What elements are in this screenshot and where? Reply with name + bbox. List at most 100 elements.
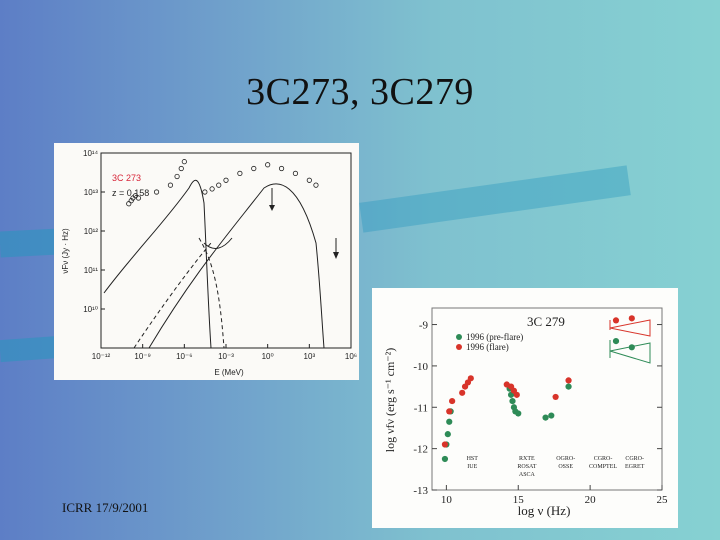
legend-label: 1996 (pre-flare) bbox=[466, 332, 523, 342]
bowtie-flare bbox=[609, 319, 651, 337]
data-point bbox=[449, 397, 456, 405]
data-point bbox=[628, 315, 635, 322]
data-point bbox=[515, 410, 522, 417]
data-point bbox=[628, 344, 635, 351]
data-point bbox=[542, 414, 549, 421]
model-total bbox=[203, 237, 233, 249]
x-tick-label: 10³ bbox=[304, 352, 316, 361]
chart-3c273-panel: 3C 273 z = 0.158 νFν (Jy · Hz) E (MeV) 1… bbox=[54, 143, 359, 380]
band-label: IUE bbox=[467, 464, 477, 470]
x-tick-label: 10⁻³ bbox=[218, 352, 234, 361]
data-point bbox=[548, 412, 555, 419]
y-tick-label: 10¹² bbox=[84, 227, 99, 236]
x-axis-label: E (MeV) bbox=[214, 368, 244, 377]
x-tick-label: 15 bbox=[513, 494, 525, 506]
data-point bbox=[509, 397, 516, 405]
upper-limit-arrow-1 bbox=[269, 205, 275, 211]
data-point bbox=[237, 170, 243, 176]
x-tick-label: 10⁰ bbox=[262, 352, 274, 361]
data-point bbox=[223, 177, 229, 183]
x-tick-label: 10⁻⁶ bbox=[176, 352, 192, 361]
data-point bbox=[278, 165, 285, 172]
data-point bbox=[178, 165, 184, 172]
data-point bbox=[441, 441, 449, 448]
x-tick-label: 10 bbox=[441, 494, 453, 506]
data-point bbox=[251, 165, 257, 172]
y-tick-label: 10¹³ bbox=[84, 188, 99, 197]
data-point bbox=[135, 195, 142, 201]
data-point bbox=[306, 177, 312, 183]
data-point bbox=[128, 198, 134, 204]
band-label: OGRO- bbox=[556, 456, 575, 462]
y-tick-label: -9 bbox=[419, 320, 429, 332]
decor-stripe-3 bbox=[0, 335, 61, 363]
data-point bbox=[209, 186, 215, 192]
band-label: RXTE bbox=[519, 456, 535, 462]
plot-frame bbox=[431, 307, 663, 491]
model-synchrotron bbox=[103, 179, 212, 349]
y-tick-label: -12 bbox=[413, 444, 428, 456]
data-point bbox=[612, 317, 620, 324]
y-tick-label: -11 bbox=[414, 402, 428, 414]
y-tick-label: -13 bbox=[413, 485, 428, 497]
band-label: ROSAT bbox=[517, 464, 536, 470]
chart-title: 3C 279 bbox=[527, 314, 565, 329]
y-axis-label: log νfν (erg s⁻¹ cm⁻²) bbox=[383, 348, 397, 452]
data-point bbox=[467, 375, 474, 382]
upper-limit-arrow-2 bbox=[333, 252, 339, 259]
data-point bbox=[313, 182, 319, 188]
data-point bbox=[126, 201, 132, 207]
legend-label: 1996 (flare) bbox=[466, 342, 509, 352]
data-point bbox=[181, 159, 187, 165]
band-label: ASCA bbox=[519, 472, 536, 478]
y-axis-label: νFν (Jy · Hz) bbox=[61, 228, 70, 274]
chart-3c279: 3C 279 log νfν (erg s⁻¹ cm⁻²) log ν (Hz)… bbox=[383, 307, 669, 518]
data-point bbox=[612, 337, 620, 345]
data-point bbox=[202, 189, 208, 195]
x-tick-label: 10⁻⁹ bbox=[134, 352, 151, 361]
y-tick-label: 10¹⁰ bbox=[83, 305, 98, 314]
band-label: CGRO- bbox=[594, 456, 613, 462]
data-point bbox=[552, 393, 559, 401]
legend-marker bbox=[456, 344, 462, 350]
x-tick-label: 10⁻¹² bbox=[92, 352, 111, 361]
bowtie-preflare bbox=[609, 342, 651, 364]
decor-stripe-2 bbox=[359, 165, 631, 233]
band-label: COMPTEL bbox=[589, 464, 617, 470]
data-point bbox=[446, 418, 453, 425]
x-axis-label: log ν (Hz) bbox=[518, 503, 571, 518]
x-tick-label: 10⁶ bbox=[345, 352, 357, 361]
model-dashed-2 bbox=[198, 237, 225, 349]
data-point bbox=[292, 170, 299, 176]
data-point bbox=[216, 182, 222, 188]
slide-title: 3C273, 3C279 bbox=[246, 71, 474, 113]
decor-stripe-1 bbox=[0, 228, 61, 258]
data-point bbox=[565, 383, 572, 390]
y-tick-label: 10¹⁴ bbox=[83, 149, 99, 158]
data-point bbox=[441, 455, 449, 463]
data-point bbox=[153, 189, 160, 195]
data-point bbox=[565, 377, 572, 384]
y-tick-label: -10 bbox=[413, 361, 428, 373]
band-label: CGRO- bbox=[625, 456, 644, 462]
legend-marker bbox=[456, 334, 462, 340]
model-compton bbox=[148, 183, 325, 349]
data-point bbox=[446, 408, 453, 415]
data-point bbox=[265, 162, 271, 168]
data-point bbox=[444, 431, 451, 438]
model-dashed-1 bbox=[133, 242, 212, 349]
data-point bbox=[174, 173, 180, 180]
chart-3c273: 3C 273 z = 0.158 νFν (Jy · Hz) E (MeV) 1… bbox=[61, 149, 357, 377]
data-point bbox=[459, 389, 466, 396]
band-label: OSSE bbox=[558, 464, 573, 470]
data-point bbox=[167, 182, 174, 188]
slide-footer: ICRR 17/9/2001 bbox=[62, 500, 149, 515]
x-tick-label: 20 bbox=[585, 494, 597, 506]
source-label: 3C 273 bbox=[112, 173, 141, 183]
x-tick-label: 25 bbox=[657, 494, 669, 506]
band-label: EGRET bbox=[625, 464, 645, 470]
band-label: HST bbox=[467, 456, 479, 462]
data-point bbox=[513, 391, 520, 398]
y-tick-label: 10¹¹ bbox=[84, 266, 99, 275]
